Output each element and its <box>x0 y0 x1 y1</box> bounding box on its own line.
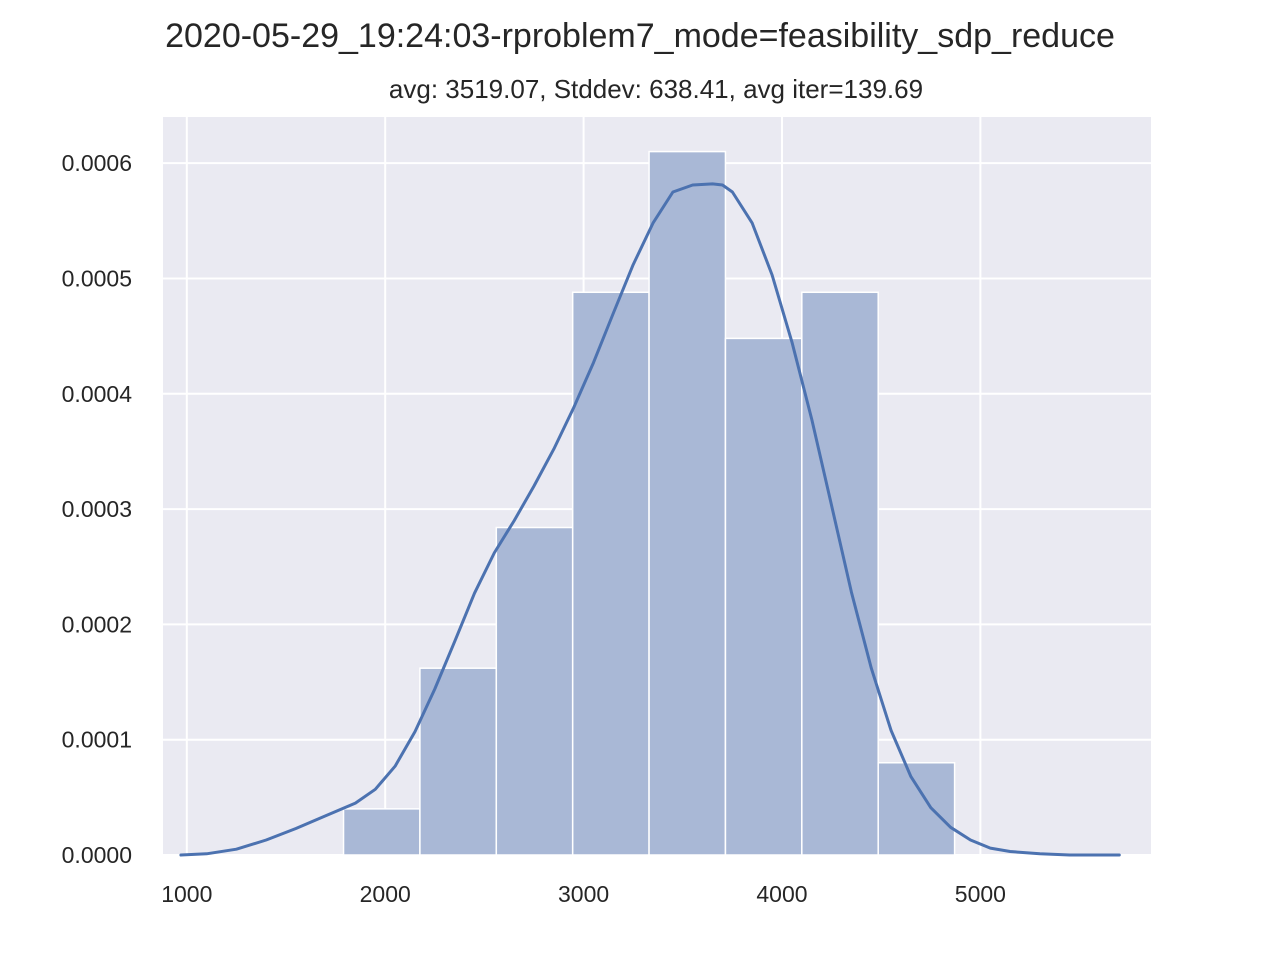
histogram-bar <box>571 291 650 856</box>
x-tick-label: 1000 <box>161 881 212 907</box>
y-axis-ticks: 0.0000 0.0001 0.0002 0.0003 0.0004 0.0005 0.00… <box>62 150 133 868</box>
histogram-bar <box>877 762 956 856</box>
density-curve <box>179 182 1121 857</box>
histogram-bar <box>342 808 421 856</box>
histogram-bar <box>495 526 574 856</box>
y-tick-label: 0.0003 <box>62 496 132 522</box>
y-tick-label: 0.0006 <box>62 150 132 176</box>
histogram-bar <box>801 291 879 856</box>
y-tick-label: 0.0000 <box>62 842 132 868</box>
y-tick-label: 0.0002 <box>62 611 132 637</box>
x-axis-ticks: 1000 2000 3000 4000 5000 <box>161 881 1006 907</box>
histogram-bar <box>648 150 727 856</box>
kde-line <box>179 182 1121 857</box>
chart-title: 2020-05-29_19:24:03-rproblem7_mode=feasi… <box>165 17 1115 55</box>
x-tick-label: 4000 <box>756 881 807 907</box>
x-tick-label: 5000 <box>955 881 1006 907</box>
x-tick-label: 3000 <box>558 881 609 907</box>
y-tick-label: 0.0005 <box>62 265 132 291</box>
histogram-bar <box>724 337 803 856</box>
y-tick-label: 0.0001 <box>62 727 132 753</box>
x-tick-label: 2000 <box>360 881 411 907</box>
y-tick-label: 0.0004 <box>62 381 133 407</box>
histogram-bars <box>342 150 956 856</box>
chart-subtitle: avg: 3519.07, Stddev: 638.41, avg iter=1… <box>389 74 923 104</box>
